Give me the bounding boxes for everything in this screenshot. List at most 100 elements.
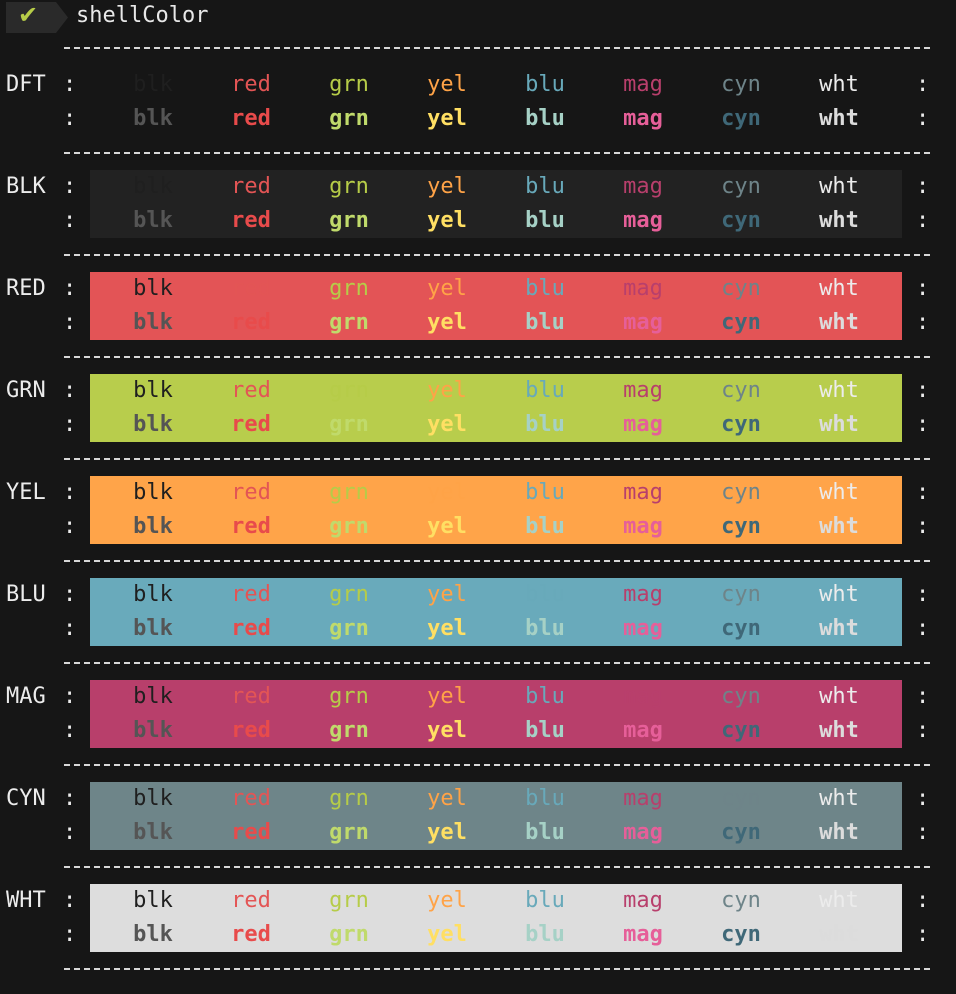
separator-right: : <box>916 922 930 947</box>
color-cell-yel: yel <box>427 786 467 811</box>
color-cell-cyn: cyn <box>721 378 761 403</box>
separator-right: : <box>916 480 930 505</box>
color-cell-grn: grn <box>329 684 369 709</box>
color-cell-mag-bold: mag <box>623 412 663 437</box>
color-cell-blu: blu <box>525 174 565 199</box>
color-cell-mag: mag <box>623 72 663 97</box>
dashed-separator <box>64 254 930 256</box>
color-cell-wht: wht <box>819 72 859 97</box>
separator-left: : <box>63 684 77 709</box>
color-cell-cyn-bold: cyn <box>721 616 761 641</box>
color-cell-blu-bold: blu <box>525 106 565 131</box>
color-cell-red-bold: red <box>231 208 271 233</box>
separator-left: : <box>63 922 77 947</box>
color-cell-blk: blk <box>133 174 173 199</box>
color-cell-mag-bold: mag <box>623 616 663 641</box>
dashed-separator <box>64 662 930 664</box>
color-cell-grn: grn <box>329 72 369 97</box>
status-badge <box>6 2 56 33</box>
status-badge-arrow <box>56 2 68 33</box>
separator-left: : <box>63 378 77 403</box>
color-cell-wht: wht <box>819 174 859 199</box>
color-cell-wht-bold: wht <box>819 820 859 845</box>
color-cell-cyn-bold: cyn <box>721 208 761 233</box>
color-cell-blk: blk <box>133 888 173 913</box>
color-cell-blk: blk <box>133 480 173 505</box>
color-cell-blu: blu <box>525 582 565 607</box>
color-cell-grn-bold: grn <box>329 208 369 233</box>
color-cell-blk: blk <box>133 378 173 403</box>
color-cell-grn: grn <box>329 480 369 505</box>
separator-left: : <box>63 514 77 539</box>
color-cell-wht-bold: wht <box>819 310 859 335</box>
color-cell-wht-bold: wht <box>819 208 859 233</box>
separator-left: : <box>63 412 77 437</box>
color-cell-blk: blk <box>133 276 173 301</box>
color-cell-yel-bold: yel <box>427 718 467 743</box>
color-cell-red: red <box>231 888 271 913</box>
separator-left: : <box>63 616 77 641</box>
color-cell-red-bold: red <box>231 106 271 131</box>
color-cell-mag: mag <box>623 276 663 301</box>
separator-left: : <box>63 480 77 505</box>
bg-row-grn <box>90 374 902 442</box>
window-titlebar: ✔ shellColor <box>0 0 956 34</box>
separator-right: : <box>916 412 930 437</box>
color-cell-mag: mag <box>623 174 663 199</box>
color-cell-mag: mag <box>623 786 663 811</box>
color-cell-blk: blk <box>133 72 173 97</box>
separator-left: : <box>63 106 77 131</box>
color-cell-mag: mag <box>623 684 663 709</box>
separator-right: : <box>916 888 930 913</box>
color-cell-blu: blu <box>525 276 565 301</box>
separator-left: : <box>63 310 77 335</box>
color-cell-blk-bold: blk <box>133 718 173 743</box>
color-cell-red: red <box>231 480 271 505</box>
color-cell-blk: blk <box>133 684 173 709</box>
row-label-blk: BLK <box>6 174 46 199</box>
color-cell-mag-bold: mag <box>623 514 663 539</box>
color-cell-red: red <box>231 174 271 199</box>
color-cell-yel-bold: yel <box>427 820 467 845</box>
color-cell-red-bold: red <box>231 820 271 845</box>
color-cell-mag-bold: mag <box>623 718 663 743</box>
bg-row-cyn <box>90 782 902 850</box>
color-cell-cyn-bold: cyn <box>721 412 761 437</box>
color-cell-yel: yel <box>427 582 467 607</box>
color-cell-red: red <box>231 276 271 301</box>
color-cell-grn: grn <box>329 174 369 199</box>
color-cell-blu-bold: blu <box>525 310 565 335</box>
color-cell-grn-bold: grn <box>329 106 369 131</box>
color-cell-yel-bold: yel <box>427 412 467 437</box>
color-cell-wht-bold: wht <box>819 718 859 743</box>
separator-left: : <box>63 174 77 199</box>
color-cell-grn-bold: grn <box>329 820 369 845</box>
color-cell-mag-bold: mag <box>623 106 663 131</box>
color-cell-blu: blu <box>525 72 565 97</box>
color-cell-red: red <box>231 72 271 97</box>
color-cell-mag: mag <box>623 378 663 403</box>
color-cell-blk-bold: blk <box>133 310 173 335</box>
color-cell-cyn: cyn <box>721 786 761 811</box>
separator-left: : <box>63 582 77 607</box>
color-cell-wht: wht <box>819 684 859 709</box>
color-cell-blk: blk <box>133 786 173 811</box>
color-cell-yel: yel <box>427 174 467 199</box>
separator-left: : <box>63 888 77 913</box>
row-label-yel: YEL <box>6 480 46 505</box>
separator-right: : <box>916 72 930 97</box>
color-cell-grn: grn <box>329 582 369 607</box>
color-cell-cyn: cyn <box>721 582 761 607</box>
color-cell-yel-bold: yel <box>427 514 467 539</box>
color-cell-blu: blu <box>525 786 565 811</box>
separator-right: : <box>916 718 930 743</box>
color-cell-mag-bold: mag <box>623 820 663 845</box>
color-cell-red-bold: red <box>231 412 271 437</box>
color-cell-cyn-bold: cyn <box>721 718 761 743</box>
bg-row-mag <box>90 680 902 748</box>
color-cell-mag-bold: mag <box>623 922 663 947</box>
dashed-separator <box>64 458 930 460</box>
color-cell-grn: grn <box>329 378 369 403</box>
color-cell-cyn-bold: cyn <box>721 310 761 335</box>
dashed-separator <box>64 47 930 49</box>
